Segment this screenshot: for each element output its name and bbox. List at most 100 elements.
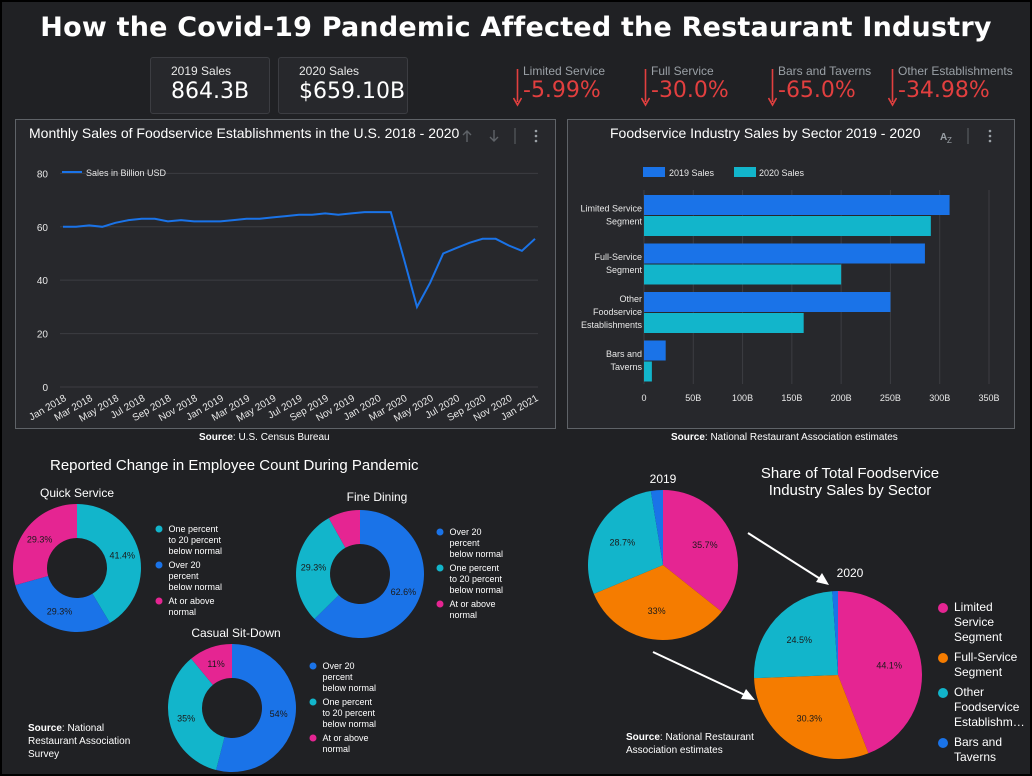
donut-title: Casual Sit-Down [191,626,280,640]
change-value: -5.99% [523,78,601,103]
kpi-card-2020: 2020 Sales $659.10B [278,57,408,114]
bar [644,292,891,312]
legend-label: Foodservice [954,700,1020,714]
legend-label: Establishm… [954,715,1025,729]
legend-label: One percent [323,697,373,707]
pie-slice [593,565,722,640]
legend-label: normal [169,607,197,617]
pie-slice [167,658,225,770]
arrow-down-icon [513,69,522,107]
y-tick-label: 60 [37,223,49,234]
pie-slice [328,510,360,548]
pie-slice [77,504,141,623]
legend-label: At or above [169,596,215,606]
slice-label: 24.5% [786,635,812,645]
more-vert-icon[interactable] [534,129,538,143]
x-tick-label: 300B [929,393,950,403]
legend-dot [938,653,948,663]
legend-dot [309,698,317,706]
slice-label: 29.3% [47,607,73,617]
legend-label: Over 20 [450,527,482,537]
legend-dot [436,564,444,572]
bar [644,340,666,361]
arrow-down-icon [641,69,650,107]
page-title: How the Covid-19 Pandemic Affected the R… [40,12,992,43]
employee-section-title: Reported Change in Employee Count During… [50,457,419,474]
pie-slice [754,675,869,759]
arrow-head [816,573,829,585]
line-chart-panel: Monthly Sales of Foodservice Establishme… [15,119,556,429]
bar [644,216,931,236]
kpi-value: 864.3B [171,79,250,104]
legend-label: below normal [323,683,377,693]
y-tick-label: Other [619,294,642,304]
legend-label: below normal [450,549,504,559]
legend-dot [155,597,163,605]
legend-label: below normal [169,582,223,592]
legend-label: 2020 Sales [759,168,805,178]
legend-label: to 20 percent [323,708,376,718]
legend-dot [938,603,948,613]
y-tick-label: 20 [37,330,49,341]
slice-label: 29.3% [27,535,53,545]
bar [644,264,842,285]
y-tick-label: Foodservice [593,307,642,317]
slice-label: 11% [207,659,224,669]
x-tick-label: 50B [685,393,701,403]
y-tick-label: 80 [37,169,49,180]
arrow-line [652,651,748,697]
y-tick-label: 40 [37,276,49,287]
pie-slice [15,576,110,632]
legend-label: Over 20 [323,661,355,671]
x-tick-label: 100B [732,393,753,403]
pie-slice [314,510,424,638]
slice-label: 33% [648,606,666,616]
change-label: Full Service [651,64,714,78]
change-value: -30.0% [651,78,729,103]
share-section-title: Share of Total Foodservice Industry Sale… [760,465,940,499]
legend-label: Full-Service [954,650,1018,664]
svg-text:Z: Z [947,136,952,144]
slice-label: 35.7% [692,540,718,550]
slice-label: 62.6% [391,587,417,597]
employee-source: Source: National Restaurant Association … [28,723,131,760]
pie-slice [588,490,663,594]
legend-dot [436,600,444,608]
slice-label: 54% [270,709,288,719]
pie-slice [216,644,296,772]
y-tick-label: Establishments [581,320,643,330]
change-label: Other Establishments [898,64,1013,78]
legend-label: to 20 percent [450,574,503,584]
legend-label: 2019 Sales [669,168,715,178]
legend-label: percent [450,538,481,548]
pie-slice [296,518,346,619]
svg-text:A: A [940,132,947,143]
change-other-establishments: Other Establishments -34.98% [888,64,1013,107]
kpi-label: 2019 Sales [171,64,232,78]
bar [644,361,652,382]
kpi-label: 2020 Sales [299,64,360,78]
pie-slice [838,591,922,754]
y-tick-label: Limited Service [580,204,642,214]
y-tick-label: Bars and [606,349,642,359]
slice-label: 28.7% [610,537,636,547]
arrow-line [747,532,823,581]
legend-label: Service [954,615,994,629]
legend-dot [436,528,444,536]
arrow-up-icon[interactable] [462,130,472,142]
change-label: Bars and Taverns [778,64,872,78]
share-pie-charts: 2019 35.7% 33% 28.7% 2020 44.1% 30.3% 24.5% Limi… [588,472,1025,764]
panel-toolbar [462,128,538,144]
slice-label: 41.4% [110,550,136,560]
legend-label: Over 20 [169,560,201,570]
more-vert-icon[interactable] [988,129,992,143]
legend-swatch [643,167,665,177]
line-chart-source: Source: U.S. Census Bureau [199,432,330,443]
arrow-down-icon[interactable] [489,130,499,142]
legend-label: Taverns [954,750,996,764]
change-full-service: Full Service -30.0% [641,64,729,107]
legend-dot [155,525,163,533]
